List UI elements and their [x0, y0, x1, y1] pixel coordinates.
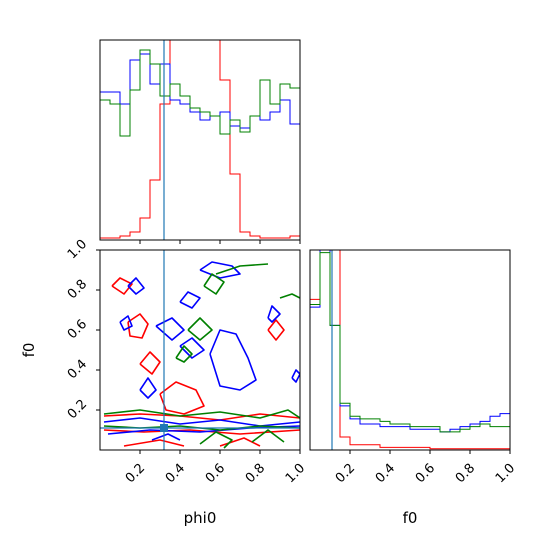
contour-xtick-label-0: 0.2: [123, 461, 148, 486]
phi0-hist-frame: [99, 39, 301, 241]
f0-hist-green-step: [310, 252, 510, 433]
contour-red-7: [123, 439, 185, 447]
contour-blue-15: [209, 329, 257, 391]
contour-green-22: [203, 273, 225, 295]
x-axis-label-f0: f0: [403, 509, 418, 527]
contour-red-8: [219, 437, 261, 447]
contour-blue-10: [179, 291, 201, 309]
y-axis-label-f0: f0: [20, 343, 38, 358]
f0-hist-red-step: [310, 250, 510, 450]
truth-marker: [160, 424, 168, 432]
phi0-hist-series-group: [100, 40, 300, 240]
x-axis-label-phi0: phi0: [184, 509, 217, 527]
f0-hist-xtick-label-2: 0.6: [413, 461, 438, 486]
f0-hist-xtick-label-4: 1.0: [493, 461, 518, 486]
contour-red-3: [139, 351, 161, 375]
f0-histogram-panel: 0.2 0.4 0.6 0.8 1.0: [309, 249, 518, 486]
contour-xtick-label-2: 0.6: [203, 461, 228, 486]
contour-green-23: [187, 317, 213, 341]
contour-red-4: [267, 319, 285, 341]
contour-ytick-label-4: 1.0: [65, 237, 90, 262]
axis-labels: phi0 f0 f0: [20, 343, 417, 527]
contour-frame: [99, 249, 301, 451]
phi0-hist-red-step: [100, 40, 300, 239]
f0-hist-xtick-label-3: 0.8: [453, 461, 478, 486]
phi0-histogram-panel: [99, 39, 301, 244]
contour-blue-21: [151, 433, 181, 441]
contour-green-29: [199, 431, 233, 449]
contour-blue-17: [291, 369, 300, 383]
contour-blue-12: [155, 317, 185, 341]
contour-blue-14: [179, 337, 205, 359]
contour-red-0: [127, 313, 149, 339]
contour-blue-13: [119, 315, 133, 331]
contour-ytick-label-1: 0.4: [65, 357, 90, 382]
contour-xtick-label-4: 1.0: [283, 461, 308, 486]
contour-green-27: [103, 409, 300, 419]
contour-blue-11: [127, 277, 145, 295]
contour-ytick-label-0: 0.2: [65, 397, 90, 422]
contour-green-25: [215, 263, 269, 275]
phi0-f0-contour-panel: 0.2 0.4 0.6 0.8 1.0 0.2 0.4 0.6 0.8 1.0: [65, 237, 308, 486]
contour-series-group: [100, 250, 300, 450]
contour-blue-19: [103, 417, 300, 427]
contour-ytick-label-3: 0.8: [65, 277, 90, 302]
phi0-hist-green-step: [100, 49, 300, 137]
contour-blue-16: [267, 305, 281, 323]
contour-xtick-label-3: 0.8: [243, 461, 268, 486]
contour-blue-20: [107, 425, 300, 435]
f0-hist-series-group: [310, 250, 510, 450]
contour-red-1: [111, 277, 133, 295]
contour-red-5: [103, 413, 300, 421]
contour-green-26: [279, 293, 300, 299]
f0-hist-xtick-label-0: 0.2: [333, 461, 358, 486]
contour-blue-9: [199, 261, 241, 279]
contour-green-30: [251, 429, 285, 443]
contour-red-2: [159, 381, 205, 415]
contour-ytick-label-2: 0.6: [65, 317, 90, 342]
contour-blue-18: [139, 377, 157, 399]
f0-hist-frame: [309, 249, 511, 451]
f0-hist-xtick-label-1: 0.4: [373, 461, 398, 486]
contour-xtick-label-1: 0.4: [163, 461, 188, 486]
contour-green-24: [175, 345, 193, 363]
